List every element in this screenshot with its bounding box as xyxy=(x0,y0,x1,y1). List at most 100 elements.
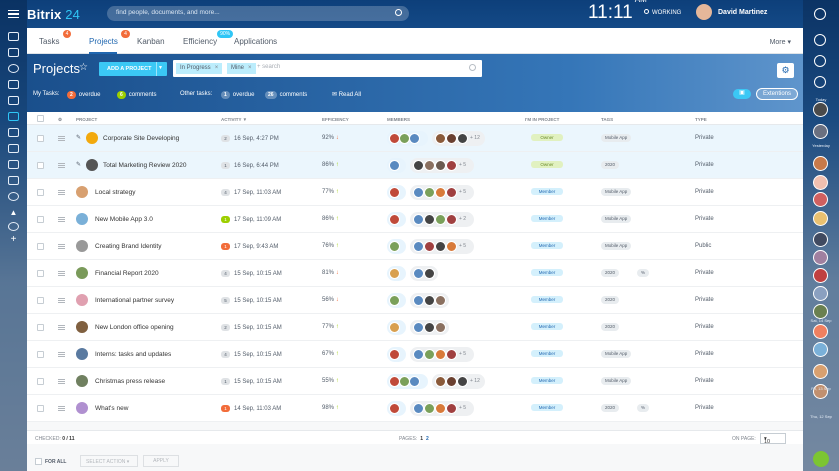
avatar[interactable] xyxy=(413,268,424,279)
avatar[interactable] xyxy=(389,187,400,198)
row-menu-icon[interactable] xyxy=(58,352,65,357)
row-menu-icon[interactable] xyxy=(58,298,65,303)
avatar[interactable] xyxy=(446,214,457,225)
column-efficiency[interactable]: EFFICIENCY xyxy=(322,117,349,122)
row-checkbox[interactable] xyxy=(37,297,44,304)
avatar[interactable] xyxy=(409,376,420,387)
logo[interactable]: Bitrix 24 xyxy=(27,7,81,22)
row-checkbox[interactable] xyxy=(37,162,44,169)
row-menu-icon[interactable] xyxy=(58,271,65,276)
table-row[interactable]: New London office opening 2 15 Sep, 10:15 … xyxy=(27,314,803,341)
tag[interactable]: Mobile App xyxy=(601,350,632,358)
project-name[interactable]: Creating Brand Identity xyxy=(95,243,162,250)
select-action-dropdown[interactable]: SELECT ACTION ▾ xyxy=(80,455,138,467)
table-row[interactable]: ✎ Corporate Site Developing 2 16 Sep, 4:27 … xyxy=(27,125,803,152)
page-1-link[interactable]: 1 xyxy=(420,436,424,442)
other-comments-counter[interactable]: 26 comments xyxy=(265,91,307,99)
project-name[interactable]: Local strategy xyxy=(95,189,136,196)
contact-avatar[interactable] xyxy=(813,268,828,283)
on-page-select[interactable]: 10 ▾ xyxy=(760,433,786,445)
avatar[interactable] xyxy=(435,295,446,306)
tag[interactable]: 2020 xyxy=(601,296,620,304)
row-menu-icon[interactable] xyxy=(58,379,65,384)
avatar[interactable] xyxy=(457,133,468,144)
row-menu-icon[interactable] xyxy=(58,217,65,222)
contact-avatar[interactable] xyxy=(813,232,828,247)
avatar[interactable] xyxy=(446,133,457,144)
avatar[interactable] xyxy=(435,241,446,252)
filter-icon[interactable] xyxy=(8,48,19,57)
avatar[interactable] xyxy=(389,295,400,306)
avatar[interactable] xyxy=(413,403,424,414)
avatar[interactable] xyxy=(424,349,435,360)
avatar[interactable] xyxy=(446,241,457,252)
row-menu-icon[interactable] xyxy=(58,163,65,168)
row-menu-icon[interactable] xyxy=(58,244,65,249)
settings-icon[interactable]: ⚙ xyxy=(58,117,63,122)
project-name[interactable]: Corporate Site Developing xyxy=(103,135,180,142)
timeman-icon[interactable] xyxy=(8,192,19,201)
avatar[interactable] xyxy=(389,241,400,252)
notifications-icon[interactable] xyxy=(814,34,826,46)
column-tags[interactable]: TAGS xyxy=(601,117,614,122)
avatar[interactable] xyxy=(413,241,424,252)
pin-icon[interactable]: ✎ xyxy=(76,162,82,168)
more-button[interactable]: More ▾ xyxy=(769,39,791,46)
tag[interactable]: 2020 xyxy=(601,161,620,169)
avatar[interactable] xyxy=(424,187,435,198)
close-icon[interactable]: × xyxy=(248,65,252,71)
tag[interactable]: % xyxy=(637,269,650,277)
contact-avatar[interactable] xyxy=(813,124,828,139)
avatar[interactable] xyxy=(446,187,457,198)
row-checkbox[interactable] xyxy=(37,378,44,385)
table-row[interactable]: Creating Brand Identity 1 17 Sep, 9:43 AM 7… xyxy=(27,233,803,260)
page-2-link[interactable]: 2 xyxy=(426,436,429,442)
projects-icon[interactable] xyxy=(8,112,19,121)
avatar[interactable] xyxy=(435,160,446,171)
tab-applications[interactable]: Applications xyxy=(234,37,278,46)
contact-avatar[interactable] xyxy=(813,192,828,207)
add-project-button[interactable]: ADD A PROJECT ▼ xyxy=(99,62,167,76)
phone-icon[interactable] xyxy=(813,451,829,467)
avatar[interactable] xyxy=(424,268,435,279)
row-checkbox[interactable] xyxy=(37,243,44,250)
clock[interactable]: 11:11AM xyxy=(588,0,647,23)
avatar[interactable] xyxy=(435,214,446,225)
more-members-count[interactable]: + 5 xyxy=(459,405,467,411)
table-row[interactable]: Interns: tasks and updates 4 15 Sep, 10:15… xyxy=(27,341,803,368)
contact-avatar[interactable] xyxy=(813,175,828,190)
settings-icon[interactable] xyxy=(8,222,19,231)
avatar[interactable] xyxy=(457,376,468,387)
more-members-count[interactable]: + 12 xyxy=(470,378,480,384)
avatar[interactable] xyxy=(389,349,400,360)
tag[interactable]: % xyxy=(637,404,650,412)
avatar[interactable] xyxy=(413,214,424,225)
avatar[interactable] xyxy=(435,349,446,360)
project-name[interactable]: New Mobile App 3.0 xyxy=(95,216,153,223)
avatar[interactable] xyxy=(413,187,424,198)
contact-avatar[interactable] xyxy=(813,384,828,399)
project-name[interactable]: What's new xyxy=(95,405,129,412)
contact-avatar[interactable] xyxy=(813,250,828,265)
tag[interactable]: Mobile App xyxy=(601,188,632,196)
avatar[interactable] xyxy=(435,322,446,333)
work-status[interactable]: WORKING xyxy=(644,9,681,16)
gear-icon[interactable]: ⚙ xyxy=(777,63,794,78)
column-project[interactable]: PROJECT xyxy=(76,117,98,122)
tag[interactable]: 2020 xyxy=(601,269,620,277)
my-overdue-counter[interactable]: 2 overdue xyxy=(67,91,100,99)
avatar[interactable] xyxy=(424,295,435,306)
more-members-count[interactable]: + 5 xyxy=(459,189,467,195)
project-name[interactable]: Interns: tasks and updates xyxy=(95,351,172,358)
chat-icon[interactable] xyxy=(8,80,19,89)
more-members-count[interactable]: + 12 xyxy=(470,135,480,141)
row-checkbox[interactable] xyxy=(37,270,44,277)
tag[interactable]: Mobile App xyxy=(601,242,632,250)
global-search-input[interactable]: find people, documents, and more... xyxy=(107,6,409,21)
row-checkbox[interactable] xyxy=(37,189,44,196)
contact-avatar[interactable] xyxy=(813,156,828,171)
row-checkbox[interactable] xyxy=(37,324,44,331)
tab-tasks[interactable]: Tasks 4 xyxy=(39,30,72,46)
table-row[interactable]: What's new 1 14 Sep, 11:03 AM 98% ↑ + 5 Membe… xyxy=(27,395,803,422)
tag[interactable]: 2020 xyxy=(601,323,620,331)
